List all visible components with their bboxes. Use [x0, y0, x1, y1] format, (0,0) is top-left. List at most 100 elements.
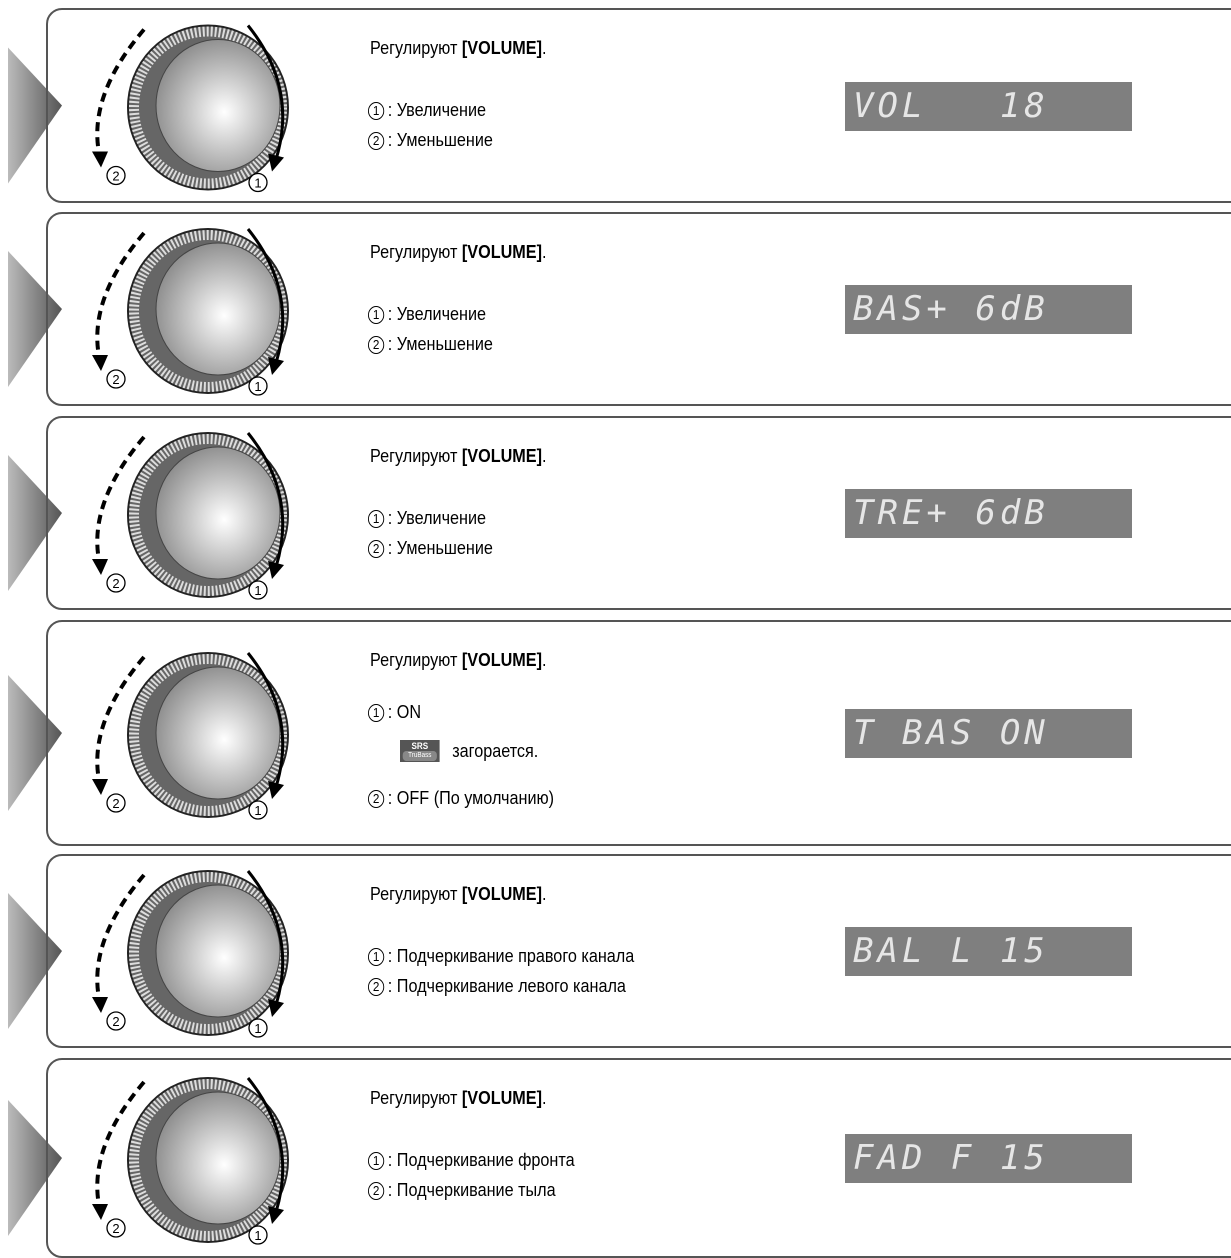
- option-number: 2: [368, 539, 385, 558]
- panel: Регулируют [VOLUME]. 1: Увеличение 2: Умен…: [46, 8, 1231, 203]
- arrowhead: [268, 561, 284, 579]
- dial-label: 2: [112, 1014, 119, 1029]
- instruction-suffix: .: [542, 1088, 547, 1108]
- button-key: [VOLUME]: [461, 446, 543, 466]
- panel: Регулируют [VOLUME]. 1: Увеличение 2: Умен…: [46, 416, 1231, 610]
- option-item: 1: Подчеркивание правого канала: [368, 946, 634, 967]
- option-number: 1: [368, 101, 385, 120]
- lcd-display: TRE+ 6dB: [845, 489, 1132, 538]
- option-item: 2: OFF (По умолчанию): [368, 788, 554, 809]
- pointer-triangle: [8, 675, 62, 811]
- option-number: 2: [368, 131, 385, 150]
- instruction-prefix: Регулируют: [370, 1088, 462, 1108]
- label-circle: [248, 800, 268, 820]
- button-key: [VOLUME]: [461, 242, 543, 262]
- arrowhead: [268, 153, 284, 172]
- arrowhead: [268, 781, 284, 799]
- option-item: 2: Уменьшение: [368, 130, 493, 151]
- arrowhead: [92, 779, 108, 795]
- option-text: : Увеличение: [387, 304, 487, 324]
- option-number: 1: [368, 305, 385, 324]
- instruction-prefix: Регулируют: [370, 650, 462, 670]
- option-item: 1: Увеличение: [368, 304, 486, 325]
- pointer-triangle: [8, 455, 62, 591]
- label-circle: [248, 1018, 268, 1038]
- dial-label: 1: [254, 583, 261, 598]
- option-text: : Увеличение: [387, 100, 487, 120]
- triangle: [8, 1100, 62, 1236]
- dial-label: 2: [112, 372, 119, 387]
- option-text: : Уменьшение: [387, 538, 493, 558]
- panel: Регулируют [VOLUME]. 1: Увеличение 2: Умен…: [46, 212, 1231, 406]
- arrow-ccw: [95, 28, 146, 158]
- option-number: 2: [368, 977, 385, 996]
- option-number: 1: [368, 1151, 385, 1170]
- option-item: 2: Уменьшение: [368, 334, 493, 355]
- label-circle: [106, 573, 126, 593]
- instruction: Регулируют [VOLUME].: [370, 1088, 547, 1109]
- label-circle: [106, 165, 126, 186]
- knob-face: [155, 884, 281, 1018]
- triangle: [8, 675, 62, 811]
- option-item: 1: Подчеркивание фронта: [368, 1150, 575, 1171]
- dial-label: 2: [112, 796, 119, 811]
- arrow-ccw: [95, 1080, 146, 1211]
- arrowhead: [268, 357, 284, 375]
- option-text: : Подчеркивание левого канала: [387, 976, 626, 996]
- knob-face: [155, 446, 281, 580]
- knob-face: [155, 242, 281, 376]
- option-item: 2: Подчеркивание тыла: [368, 1180, 556, 1201]
- option-item: 1: Увеличение: [368, 508, 486, 529]
- label-circle: [106, 1218, 126, 1238]
- pointer-triangle: [8, 1100, 62, 1236]
- label-circle: [248, 580, 268, 600]
- instruction-suffix: .: [542, 38, 547, 58]
- panel: Регулируют [VOLUME]. 1: ON SRS TruBass загор…: [46, 620, 1231, 846]
- knob-face: [155, 1091, 281, 1225]
- instruction-prefix: Регулируют: [370, 446, 462, 466]
- arrowhead: [92, 151, 108, 168]
- arrowhead: [268, 1206, 284, 1224]
- dial-label: 1: [254, 1228, 261, 1243]
- arrowhead: [92, 355, 108, 371]
- button-key: [VOLUME]: [461, 1088, 543, 1108]
- option-number: 1: [368, 947, 385, 966]
- icon-brand: SRS: [411, 741, 429, 751]
- arrow-ccw: [95, 231, 146, 362]
- dial-label: 2: [112, 576, 119, 591]
- arrow-ccw: [95, 655, 146, 786]
- label-circle: [248, 1225, 268, 1245]
- pointer-triangle: [8, 47, 62, 184]
- triangle: [8, 893, 62, 1029]
- knob-face: [155, 39, 281, 172]
- label-circle: [248, 376, 268, 396]
- button-key: [VOLUME]: [461, 884, 543, 904]
- button-key: [VOLUME]: [461, 650, 543, 670]
- pointer-triangle: [8, 893, 62, 1029]
- label-circle: [106, 793, 126, 813]
- option-text: : Уменьшение: [387, 334, 493, 354]
- instruction: Регулируют [VOLUME].: [370, 650, 547, 671]
- instruction: Регулируют [VOLUME].: [370, 38, 547, 59]
- instruction-prefix: Регулируют: [370, 242, 462, 262]
- arrow-ccw: [95, 435, 146, 566]
- arrowhead: [92, 997, 108, 1013]
- instruction-suffix: .: [542, 446, 547, 466]
- label-circle: [248, 172, 268, 193]
- option-item: 1: ON: [368, 702, 421, 723]
- option-item: 1: Увеличение: [368, 100, 486, 121]
- lcd-display: T BAS ON: [845, 709, 1132, 758]
- arrow-cw: [246, 24, 285, 160]
- icon-sub: TruBass: [402, 751, 437, 761]
- lcd-display: BAL L 15: [845, 927, 1132, 976]
- instruction: Регулируют [VOLUME].: [370, 884, 547, 905]
- button-key: [VOLUME]: [461, 38, 543, 58]
- option-text: : OFF (По умолчанию): [387, 788, 555, 808]
- arrow-cw: [246, 228, 285, 364]
- instruction-suffix: .: [542, 884, 547, 904]
- option-text: : Уменьшение: [387, 130, 493, 150]
- lcd-display: BAS+ 6dB: [845, 285, 1132, 334]
